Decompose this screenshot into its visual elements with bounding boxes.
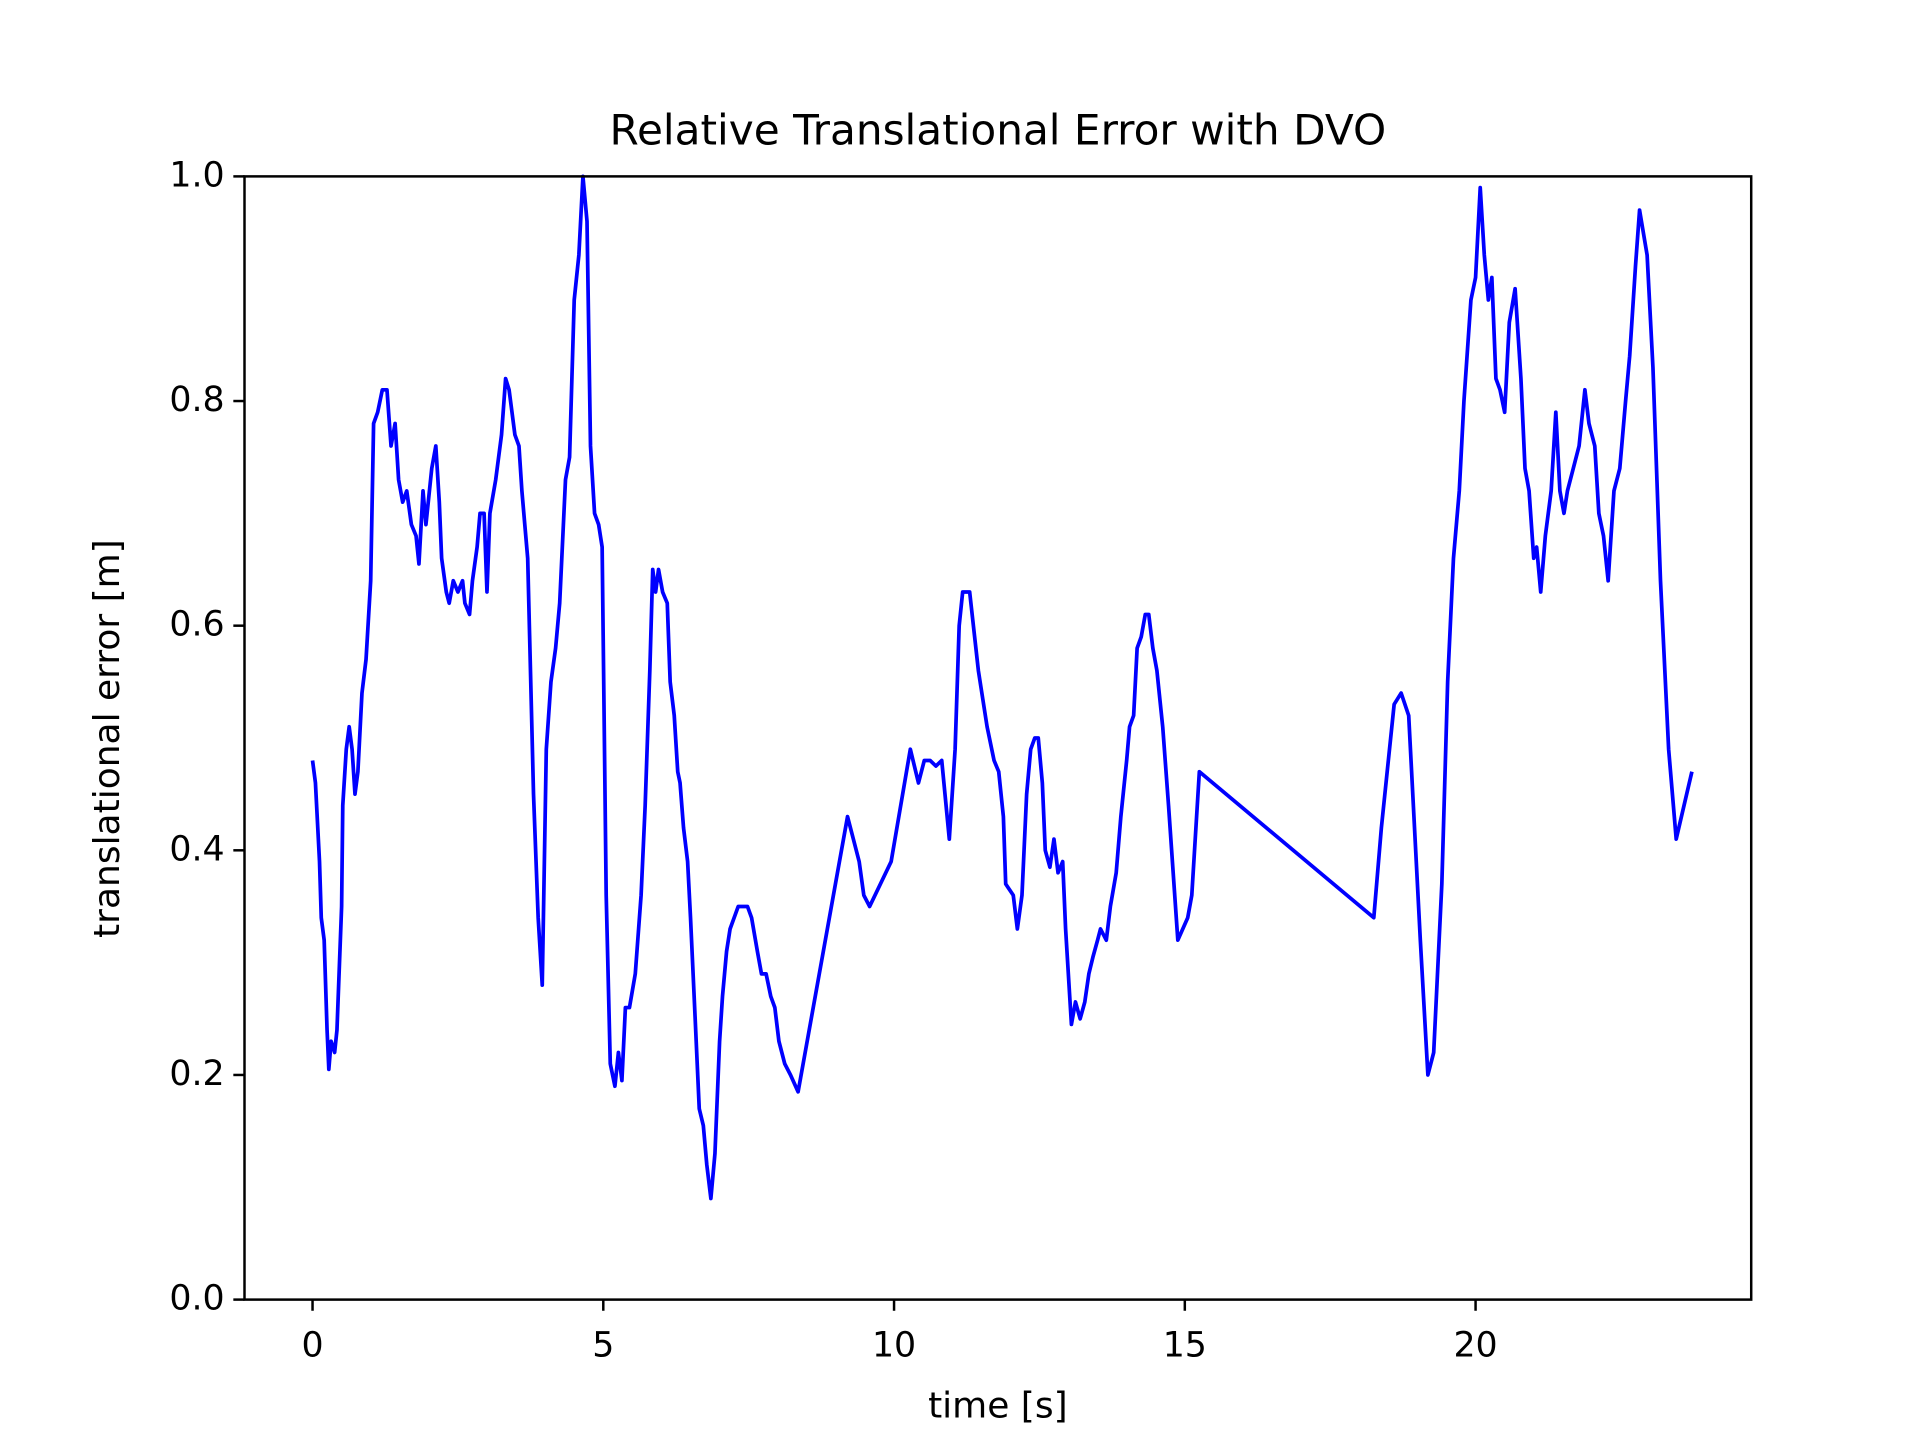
y-tick-label: 1.0: [169, 155, 224, 195]
plot-frame: [243, 175, 1753, 1301]
y-tick-label: 0.2: [169, 1054, 224, 1094]
data-line: [310, 174, 1694, 1201]
x-tick-label: 0: [301, 1326, 323, 1366]
x-tick-label: 20: [1453, 1326, 1497, 1366]
y-tick-label: 0.4: [169, 829, 224, 869]
chart-title: Relative Translational Error with DVO: [610, 105, 1387, 154]
y-axis-label: translational error [m]: [87, 539, 128, 938]
x-tick-label: 15: [1163, 1326, 1207, 1366]
x-tick-label: 10: [872, 1326, 916, 1366]
y-tick-label: 0.8: [169, 380, 224, 420]
y-tick-label: 0.0: [169, 1279, 224, 1319]
y-tick-label: 0.6: [169, 605, 224, 645]
x-axis-label: time [s]: [928, 1386, 1068, 1427]
x-tick-label: 5: [592, 1326, 614, 1366]
